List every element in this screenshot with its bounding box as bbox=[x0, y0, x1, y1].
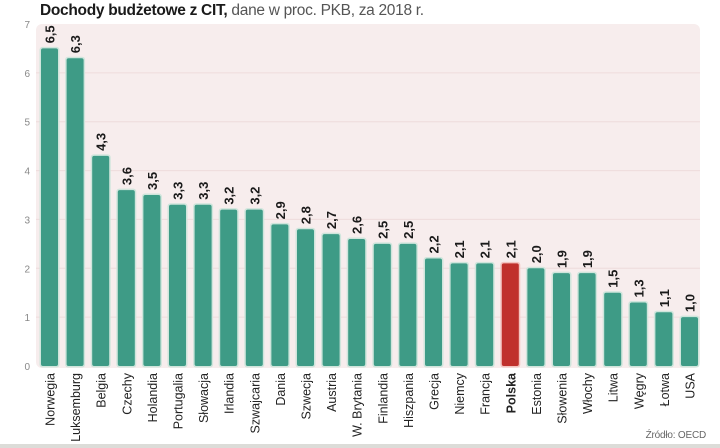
bar bbox=[322, 234, 340, 366]
y-tick-label: 1 bbox=[24, 313, 30, 324]
value-label: 2,5 bbox=[401, 221, 416, 239]
x-tick-label: Litwa bbox=[607, 373, 621, 402]
bar bbox=[425, 258, 442, 366]
bar bbox=[655, 312, 673, 366]
bottom-band bbox=[0, 444, 720, 448]
x-tick-label: Portugalia bbox=[172, 373, 186, 429]
value-label: 3,3 bbox=[171, 182, 186, 200]
x-tick-label: Polska bbox=[504, 372, 518, 413]
value-label: 6,5 bbox=[43, 25, 58, 43]
value-label: 2,9 bbox=[273, 201, 288, 219]
x-tick-label: Hiszpania bbox=[402, 373, 416, 428]
chart-title-subtitle: dane w proc. PKB, za 2018 r. bbox=[227, 2, 424, 19]
bar bbox=[92, 155, 110, 366]
value-label: 2,5 bbox=[375, 221, 390, 239]
value-label: 3,2 bbox=[247, 187, 262, 205]
value-label: 6,3 bbox=[68, 35, 83, 53]
x-tick-label: Belgia bbox=[95, 373, 109, 408]
bar bbox=[66, 58, 84, 366]
bar bbox=[373, 243, 391, 366]
value-label: 3,3 bbox=[196, 182, 211, 200]
x-tick-label: Słowacja bbox=[197, 373, 211, 423]
value-label: 1,1 bbox=[657, 289, 672, 307]
x-tick-label: Niemcy bbox=[453, 372, 467, 414]
y-tick-label: 7 bbox=[24, 20, 30, 31]
bar bbox=[629, 302, 647, 366]
value-label: 2,2 bbox=[427, 235, 442, 253]
value-label: 3,6 bbox=[119, 167, 134, 185]
y-tick-label: 5 bbox=[24, 118, 30, 129]
value-label: 2,1 bbox=[503, 240, 518, 258]
bar bbox=[169, 204, 186, 366]
value-label: 3,2 bbox=[222, 187, 237, 205]
bar bbox=[527, 268, 545, 366]
value-label: 1,9 bbox=[580, 250, 595, 268]
bar bbox=[553, 273, 570, 366]
value-label: 1,5 bbox=[606, 270, 621, 288]
y-tick-label: 6 bbox=[24, 69, 30, 80]
value-label: 2,0 bbox=[529, 245, 544, 263]
bar bbox=[476, 263, 494, 366]
x-tick-label: Włochy bbox=[581, 372, 595, 414]
x-tick-label: Irlandia bbox=[223, 373, 237, 414]
bar bbox=[399, 243, 417, 366]
bar bbox=[604, 292, 622, 366]
bar bbox=[578, 273, 596, 366]
x-tick-label: W. Brytania bbox=[351, 373, 365, 437]
source-note: Źródło: OECD bbox=[645, 430, 707, 441]
x-tick-label: Słowenia bbox=[556, 373, 570, 424]
y-tick-label: 2 bbox=[24, 264, 30, 275]
x-tick-label: Węgry bbox=[632, 372, 646, 409]
chart-title-bold: Dochody budżetowe z CIT, bbox=[40, 2, 228, 19]
value-label: 4,3 bbox=[94, 133, 109, 151]
value-label: 2,1 bbox=[478, 240, 493, 258]
bar bbox=[245, 209, 263, 366]
value-label: 2,1 bbox=[452, 240, 467, 258]
value-label: 3,5 bbox=[145, 172, 160, 190]
x-tick-label: Łotwa bbox=[658, 373, 672, 406]
x-tick-label: Estonia bbox=[530, 373, 544, 415]
bar bbox=[271, 224, 289, 366]
x-tick-label: Holandia bbox=[146, 373, 160, 422]
chart-title: Dochody budżetowe z CIT, dane w proc. PK… bbox=[40, 2, 424, 20]
bar bbox=[450, 263, 468, 366]
value-label: 1,9 bbox=[555, 250, 570, 268]
bar bbox=[194, 204, 212, 366]
bar-highlight bbox=[501, 263, 519, 366]
value-label: 2,6 bbox=[350, 216, 365, 234]
value-label: 1,0 bbox=[683, 294, 698, 312]
x-tick-label: Finlandia bbox=[376, 373, 390, 424]
bar bbox=[348, 238, 366, 366]
value-label: 2,8 bbox=[299, 206, 314, 224]
y-tick-label: 3 bbox=[24, 215, 30, 226]
bar bbox=[41, 48, 58, 367]
x-tick-label: Austria bbox=[325, 373, 339, 412]
x-tick-label: Luksemburg bbox=[69, 373, 83, 442]
x-tick-label: Norwegia bbox=[44, 373, 58, 426]
y-tick-label: 4 bbox=[24, 167, 30, 178]
x-tick-label: Grecja bbox=[428, 373, 442, 410]
x-tick-label: Czechy bbox=[120, 372, 134, 414]
bar bbox=[297, 229, 314, 366]
bar bbox=[220, 209, 238, 366]
x-tick-label: Francja bbox=[479, 373, 493, 415]
value-label: 1,3 bbox=[631, 279, 646, 297]
bar bbox=[117, 190, 135, 366]
x-tick-label: USA bbox=[684, 372, 698, 398]
y-tick-label: 0 bbox=[24, 362, 30, 373]
x-tick-label: Szwecja bbox=[300, 373, 314, 420]
x-tick-label: Dania bbox=[274, 373, 288, 406]
bar bbox=[143, 195, 161, 366]
value-label: 2,7 bbox=[324, 211, 339, 229]
x-tick-label: Szwajcaria bbox=[248, 373, 262, 433]
bar bbox=[681, 317, 698, 366]
